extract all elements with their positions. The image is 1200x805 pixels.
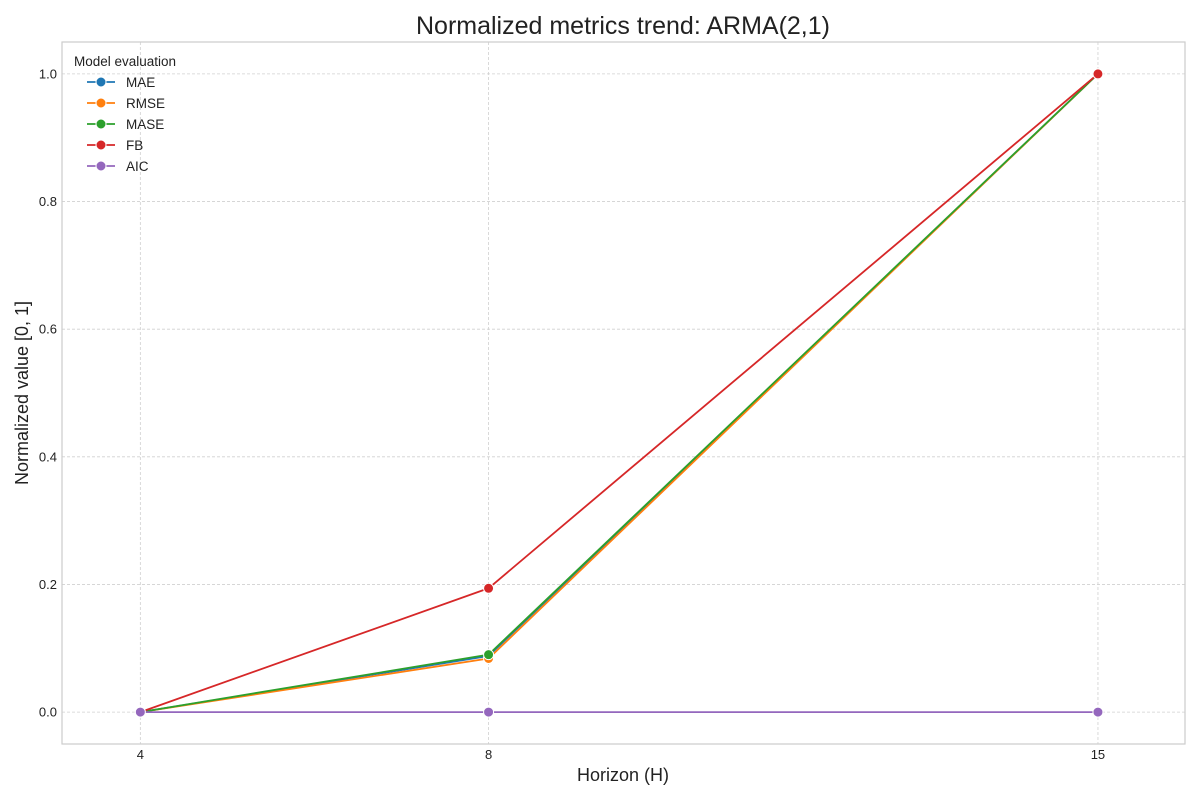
series-line	[140, 73, 1099, 713]
legend-marker	[95, 160, 107, 172]
legend-label: AIC	[126, 159, 149, 174]
y-tick-label: 0.6	[39, 322, 57, 337]
y-tick-label: 1.0	[39, 66, 57, 81]
series-line	[140, 73, 1099, 713]
series-mase	[134, 68, 1104, 718]
data-point	[483, 582, 495, 594]
chart-title: Normalized metrics trend: ARMA(2,1)	[416, 12, 830, 40]
legend-label: MAE	[126, 75, 155, 90]
y-tick-label: 0.0	[39, 705, 57, 720]
y-tick-label: 0.8	[39, 194, 57, 209]
legend-title: Model evaluation	[74, 54, 176, 69]
tick-labels: 0.0 0.2 0.4 0.6 0.8 1.0 4 8 15	[39, 66, 1105, 762]
data-point	[1092, 706, 1104, 718]
legend-item-rmse[interactable]: RMSE	[87, 96, 165, 111]
series-layer	[134, 68, 1104, 718]
series-mae	[134, 68, 1104, 718]
plot-frame	[61, 41, 1186, 745]
x-tick-label: 15	[1091, 747, 1105, 762]
legend-marker	[95, 76, 107, 88]
legend-items: MAE RMSE MASE FB AIC	[87, 75, 165, 174]
legend-item-mase[interactable]: MASE	[87, 117, 164, 132]
legend-label: FB	[126, 138, 143, 153]
data-point	[134, 706, 146, 718]
legend[interactable]: Model evaluation MAE RMSE MASE FB AIC	[74, 54, 176, 174]
legend-marker	[95, 118, 107, 130]
legend-marker	[95, 139, 107, 151]
series-line	[140, 73, 1099, 713]
series-line	[140, 73, 1099, 713]
legend-label: RMSE	[126, 96, 165, 111]
y-tick-label: 0.4	[39, 449, 57, 464]
x-tick-label: 8	[485, 747, 492, 762]
grid	[62, 42, 1185, 744]
y-axis-label: Normalized value [0, 1]	[12, 301, 32, 485]
legend-marker	[95, 97, 107, 109]
legend-item-aic[interactable]: AIC	[87, 159, 149, 174]
x-tick-label: 4	[137, 747, 144, 762]
series-fb	[134, 68, 1104, 718]
series-rmse	[134, 68, 1104, 718]
legend-item-mae[interactable]: MAE	[87, 75, 155, 90]
series-aic	[134, 706, 1104, 718]
data-point	[483, 649, 495, 661]
y-tick-label: 0.2	[39, 577, 57, 592]
data-point	[1092, 68, 1104, 80]
x-axis-label: Horizon (H)	[577, 765, 669, 785]
legend-label: MASE	[126, 117, 164, 132]
legend-item-fb[interactable]: FB	[87, 138, 143, 153]
data-point	[483, 706, 495, 718]
